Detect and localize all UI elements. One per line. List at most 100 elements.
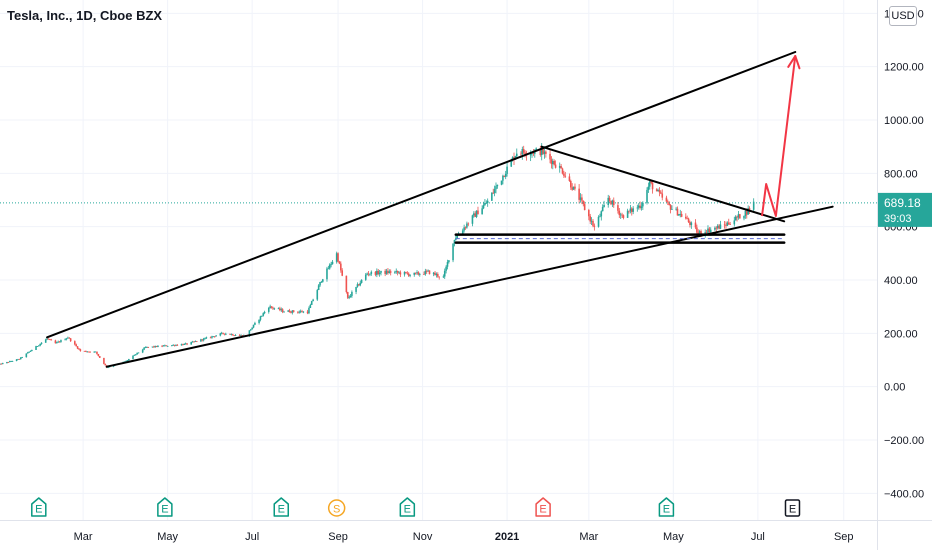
earnings-marker[interactable]: E — [399, 497, 416, 517]
candle-body — [67, 337, 69, 339]
candle-body — [639, 205, 641, 209]
candle-body — [338, 261, 341, 264]
candlestick — [360, 279, 363, 284]
candle-body — [183, 343, 186, 345]
drawings[interactable] — [46, 51, 834, 368]
price-axis[interactable]: 1400.001200.001000.00800.00600.00400.002… — [884, 8, 924, 500]
descending-resistance-line[interactable] — [540, 145, 786, 223]
candle-body — [475, 210, 478, 217]
event-label: E — [35, 504, 42, 516]
earnings-badge — [535, 497, 551, 517]
candlestick — [599, 213, 601, 218]
candle-body — [222, 332, 224, 334]
earnings-marker[interactable]: E — [535, 497, 551, 517]
candlestick — [297, 311, 299, 314]
candlestick — [60, 339, 62, 343]
candle-body — [503, 175, 506, 177]
candlestick — [40, 342, 43, 345]
upcoming-earnings-marker[interactable]: E — [784, 499, 801, 517]
candle-body — [571, 187, 573, 190]
candle-body — [550, 159, 553, 165]
earnings-marker[interactable]: E — [157, 497, 173, 517]
candlestick — [15, 359, 18, 362]
candlestick — [166, 345, 169, 347]
candle-body — [385, 270, 388, 274]
candlestick — [626, 208, 629, 218]
candle-body — [349, 295, 352, 298]
candlestick — [723, 220, 726, 229]
split-marker[interactable]: S — [327, 499, 346, 517]
candle-body — [455, 238, 457, 241]
candlestick — [141, 348, 144, 354]
event-label: E — [161, 504, 168, 516]
candle-body — [186, 343, 188, 345]
candlestick — [337, 252, 339, 263]
candle-body — [719, 224, 722, 229]
candle-body — [628, 210, 630, 212]
candlestick — [146, 346, 148, 348]
last-price-value: 689.18 — [884, 196, 921, 210]
candlestick — [685, 213, 687, 220]
projection-arrow[interactable] — [761, 55, 797, 217]
candle-body — [540, 147, 543, 156]
candle-body — [592, 220, 594, 226]
candlestick — [399, 270, 402, 278]
candlestick — [31, 349, 33, 352]
candle-body — [86, 351, 89, 353]
candle-body — [564, 175, 567, 177]
candle-body — [290, 312, 292, 314]
candle-body — [723, 224, 726, 226]
candle-body — [636, 207, 639, 209]
candle-body — [675, 208, 677, 210]
candle-body — [152, 346, 155, 348]
candle-body — [718, 225, 720, 229]
candlestick — [655, 188, 658, 192]
candlestick — [563, 170, 565, 178]
candlestick — [202, 337, 205, 342]
candle-body — [345, 275, 348, 293]
candle-body — [686, 218, 688, 220]
candle-body — [220, 332, 223, 334]
candlestick — [376, 268, 378, 278]
candlestick — [463, 224, 465, 233]
candlestick — [423, 271, 425, 275]
candle-body — [725, 224, 727, 226]
last-price-tag: 689.18 39:03 — [878, 192, 932, 227]
time-axis[interactable]: Mar May Jul Sep Nov 2021 Mar May Jul Sep — [74, 531, 854, 543]
candle-body — [511, 157, 514, 160]
candlestick — [154, 345, 156, 348]
candlestick — [597, 215, 600, 228]
candle-body — [715, 227, 718, 229]
earnings-marker[interactable]: E — [31, 497, 47, 517]
candle-body — [258, 319, 260, 323]
y-tick-label: 0.00 — [884, 382, 905, 394]
candlestick — [302, 311, 305, 314]
currency-button[interactable]: USD — [889, 6, 917, 26]
bar-countdown: 39:03 — [884, 213, 912, 225]
candlestick — [637, 203, 640, 210]
candlestick — [428, 270, 431, 275]
candlestick — [477, 206, 479, 215]
candlestick — [180, 343, 183, 346]
candlestick — [322, 278, 324, 283]
candlestick — [19, 357, 22, 360]
candlestick — [358, 283, 360, 286]
candle-body — [358, 284, 360, 286]
upper-channel-line[interactable] — [46, 51, 797, 339]
candle-body — [76, 346, 79, 349]
candlestick — [161, 344, 163, 348]
candlestick — [502, 174, 504, 185]
candle-body — [215, 335, 217, 337]
y-tick-label: 800.00 — [884, 168, 918, 180]
lower-support-line[interactable] — [105, 205, 834, 368]
earnings-marker[interactable]: E — [273, 497, 289, 517]
candle-body — [46, 338, 48, 340]
candlestick — [172, 344, 174, 346]
candle-body — [369, 273, 371, 275]
candle-body — [15, 359, 18, 361]
earnings-marker[interactable]: E — [658, 497, 675, 517]
grid-lines — [0, 0, 877, 520]
